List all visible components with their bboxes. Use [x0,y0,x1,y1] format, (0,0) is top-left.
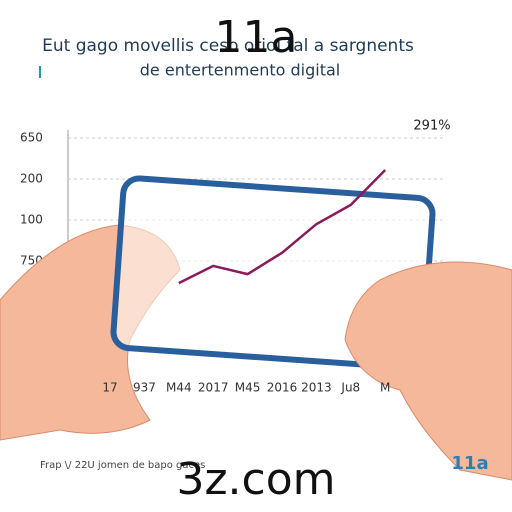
data-line [178,169,387,285]
y-tick-label: 650 [20,131,43,145]
x-tick-label: M45 [235,381,261,395]
y-tick-label: 100 [20,213,43,227]
x-tick-label: 937 [133,381,156,395]
y-tick-label: 200 [20,172,43,186]
x-tick-label: M [380,381,390,395]
x-tick-label: Ju8 [340,381,360,395]
right-hand [344,261,512,481]
x-tick-label: M44 [166,381,192,395]
logo: 11a [451,453,488,474]
x-tick-label: 2016 [267,381,298,395]
site: 3z.com [176,454,335,505]
watermark: 11a [215,12,298,63]
chart-subtitle: de entertenmento digital [140,61,340,80]
x-tick-label: 2013 [301,381,332,395]
x-tick-label: 17 [102,381,117,395]
annotation: 291% [413,119,450,134]
chart-title: Eut gago movellis ceso oriol tal a sargn… [42,36,414,56]
source: Frap \/ 22U jomen de bapo gaces [40,460,205,471]
x-tick-label: 2017 [198,381,229,395]
